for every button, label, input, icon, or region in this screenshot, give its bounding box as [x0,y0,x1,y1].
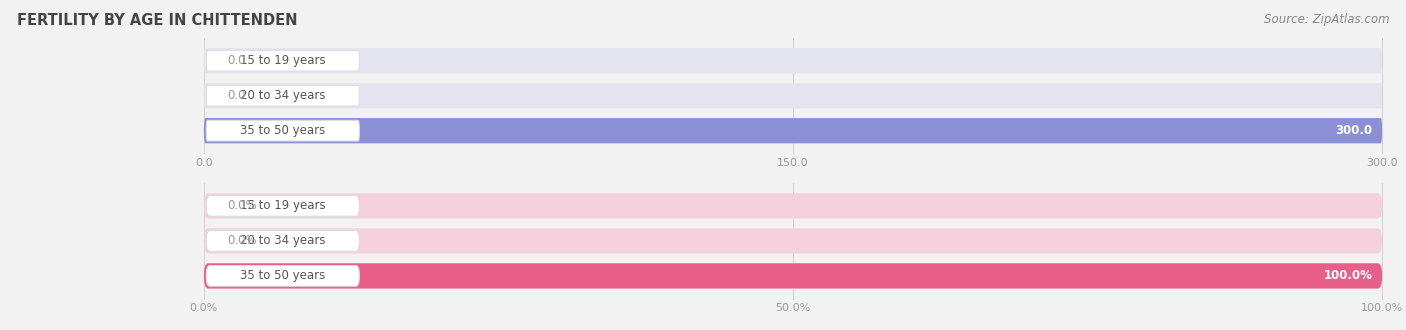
Text: 20 to 34 years: 20 to 34 years [240,234,326,248]
Text: 20 to 34 years: 20 to 34 years [240,89,326,102]
Text: Source: ZipAtlas.com: Source: ZipAtlas.com [1264,13,1389,26]
Text: 0.0: 0.0 [228,54,246,67]
FancyBboxPatch shape [204,228,1382,253]
Text: 0.0%: 0.0% [228,199,257,213]
Text: FERTILITY BY AGE IN CHITTENDEN: FERTILITY BY AGE IN CHITTENDEN [17,13,298,28]
Text: 0.0%: 0.0% [228,234,257,248]
FancyBboxPatch shape [204,263,1382,288]
FancyBboxPatch shape [207,120,360,141]
Text: 300.0: 300.0 [1336,124,1372,137]
FancyBboxPatch shape [207,50,360,71]
FancyBboxPatch shape [204,48,1382,73]
FancyBboxPatch shape [207,231,360,251]
FancyBboxPatch shape [204,118,1382,143]
FancyBboxPatch shape [207,266,360,286]
FancyBboxPatch shape [204,83,1382,108]
FancyBboxPatch shape [204,263,1382,288]
Text: 35 to 50 years: 35 to 50 years [240,124,325,137]
FancyBboxPatch shape [207,196,360,216]
Text: 0.0: 0.0 [228,89,246,102]
FancyBboxPatch shape [204,118,1382,143]
Text: 15 to 19 years: 15 to 19 years [240,199,326,213]
Text: 100.0%: 100.0% [1324,269,1372,282]
FancyBboxPatch shape [204,193,1382,218]
FancyBboxPatch shape [207,85,360,106]
Text: 35 to 50 years: 35 to 50 years [240,269,325,282]
Text: 15 to 19 years: 15 to 19 years [240,54,326,67]
